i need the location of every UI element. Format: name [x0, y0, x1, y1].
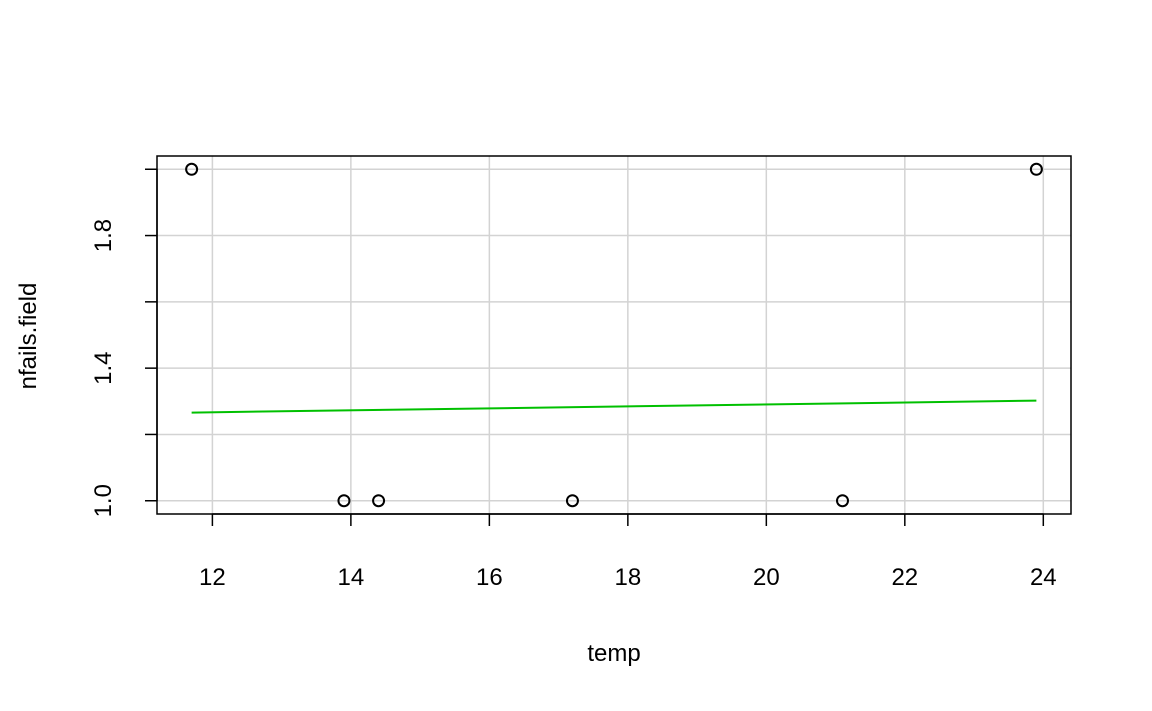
data-points — [185, 162, 1043, 508]
x-tick-label: 16 — [476, 564, 503, 591]
x-tick-label: 14 — [338, 564, 365, 591]
data-point — [836, 494, 849, 508]
x-tick-label: 24 — [1030, 564, 1057, 591]
y-axis-label: nfails.field — [15, 283, 42, 390]
fit-line-group — [191, 399, 1037, 414]
grid-lines — [157, 156, 1071, 514]
x-tick-label: 20 — [753, 564, 780, 591]
x-tick-label: 22 — [891, 564, 918, 591]
y-tick-label: 1.4 — [90, 351, 117, 384]
x-axis: 12 14 16 18 20 22 24 — [199, 513, 1057, 591]
plot-box — [156, 155, 1072, 515]
x-tick-label: 18 — [614, 564, 641, 591]
fit-line — [191, 399, 1037, 414]
data-point — [565, 494, 579, 508]
data-point — [337, 494, 351, 508]
y-tick-label: 1.8 — [90, 219, 117, 252]
x-axis-label: temp — [587, 640, 640, 667]
y-axis: 1.0 1.4 1.8 — [90, 168, 158, 517]
y-tick-label: 1.0 — [90, 484, 117, 517]
data-point — [372, 494, 386, 508]
data-point — [1029, 162, 1043, 176]
data-point — [185, 162, 199, 176]
x-tick-label: 12 — [199, 564, 226, 591]
